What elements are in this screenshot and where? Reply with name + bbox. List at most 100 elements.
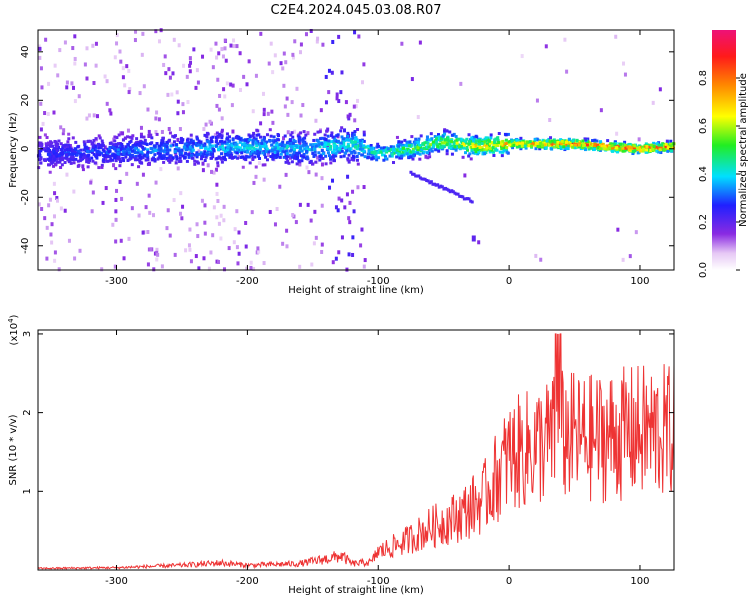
spectrogram-cell <box>446 138 450 142</box>
spectrogram-cell <box>458 147 462 151</box>
spectrogram-cell <box>128 145 132 149</box>
spectrogram-cell <box>367 149 371 153</box>
spectrogram-cell <box>48 157 52 161</box>
spectrogram-cell <box>321 156 325 160</box>
spectrogram-cell <box>583 137 587 141</box>
spectrogram-cell <box>49 232 53 237</box>
spectrogram-cell <box>125 171 129 176</box>
spectrogram-cell <box>445 152 449 156</box>
spectrogram-cell <box>213 133 217 138</box>
spectrogram-cell <box>285 152 289 156</box>
spectrogram-cell <box>45 225 49 230</box>
spectrogram-cell <box>433 182 437 186</box>
snr-x-tick-label: 0 <box>506 576 512 587</box>
spectrogram-cell <box>403 138 407 142</box>
spectrogram-cell <box>571 139 575 143</box>
spectrogram-cell <box>283 134 287 138</box>
spectrogram-cell <box>71 136 75 140</box>
spectrogram-cell <box>77 163 81 167</box>
spectrogram-cell <box>40 85 44 90</box>
spectrogram-cell <box>192 47 196 52</box>
spectrogram-cell <box>226 148 230 152</box>
spectrogram-cell <box>295 162 299 166</box>
spectrogram-cell <box>517 144 521 148</box>
spectrogram-cell <box>276 150 280 154</box>
spectrogram-cell <box>302 141 306 145</box>
spectrogram-cell <box>615 150 619 154</box>
spectrogram-cell <box>242 146 246 150</box>
spectrogram-cell <box>471 151 475 155</box>
spectrogram-cell <box>256 129 260 133</box>
spectrogram-cell <box>114 158 118 162</box>
spectrogram-cell <box>171 143 175 147</box>
spectrogram-cell <box>433 135 437 139</box>
spectrogram-cell <box>276 147 280 151</box>
spectrogram-cell <box>312 143 316 147</box>
spectrogram-cell <box>335 96 339 101</box>
spectrogram-x-tick-label: -200 <box>236 276 259 287</box>
spectrogram-cell <box>318 158 322 162</box>
spectrogram-cell <box>323 133 327 137</box>
spectrogram-cell <box>291 213 295 218</box>
spectrogram-cell <box>445 149 449 153</box>
spectrogram-cell <box>125 150 129 154</box>
spectrogram-cell <box>480 148 484 152</box>
snr-panel: -300 -200 -100 0 100 123 Height of straight … <box>7 314 675 596</box>
spectrogram-cell <box>37 141 41 145</box>
spectrogram-cell <box>468 152 472 156</box>
spectrogram-cell <box>147 129 151 134</box>
spectrogram-cell <box>316 155 320 160</box>
spectrogram-cell <box>97 134 101 138</box>
spectrogram-cell <box>362 62 366 67</box>
spectrogram-cell <box>78 248 82 253</box>
spectrogram-cell <box>411 147 415 151</box>
spectrogram-cell <box>347 216 351 221</box>
spectrogram-cell <box>555 143 559 147</box>
spectrogram-cell <box>254 174 258 179</box>
spectrogram-cell <box>196 234 200 239</box>
spectrogram-cell <box>382 146 386 150</box>
spectrogram-cell <box>340 149 344 153</box>
spectrogram-cell <box>573 146 577 150</box>
spectrogram-cell <box>229 82 233 87</box>
spectrogram-cell <box>110 158 114 162</box>
spectrogram-cell <box>54 154 58 158</box>
spectrogram-cell <box>128 87 132 92</box>
spectrogram-cell <box>168 75 172 80</box>
spectrogram-cell <box>545 141 549 145</box>
spectrogram-cell <box>505 150 509 154</box>
spectrogram-cell <box>133 151 137 155</box>
spectrogram-cell <box>459 139 463 143</box>
spectrogram-cell <box>63 145 67 149</box>
spectrogram-cell <box>254 141 258 145</box>
snr-x-tick-label: -300 <box>105 576 128 587</box>
spectrogram-cell <box>218 145 222 149</box>
spectrogram-cell <box>284 160 288 164</box>
spectrogram-cell <box>122 159 126 163</box>
spectrogram-cell <box>113 147 117 151</box>
spectrogram-cell <box>342 140 346 144</box>
spectrogram-cell <box>46 112 50 117</box>
spectrogram-cell <box>189 148 193 152</box>
spectrogram-cell <box>148 210 152 215</box>
spectrogram-cell <box>217 107 221 112</box>
spectrogram-cell <box>266 111 270 116</box>
spectrogram-cell <box>324 142 328 146</box>
spectrogram-cell <box>128 135 132 139</box>
snr-multiplier-label: (x104) <box>7 314 20 345</box>
spectrogram-cell <box>504 138 508 142</box>
spectrogram-cell <box>478 149 482 153</box>
spectrogram-cell <box>473 151 477 155</box>
spectrogram-cell <box>50 222 54 227</box>
spectrogram-cell <box>299 147 303 151</box>
spectrogram-cell <box>496 144 500 148</box>
spectrogram-cell <box>187 243 191 248</box>
spectrogram-cell <box>408 152 412 156</box>
spectrogram-cell <box>134 158 138 162</box>
spectrogram-cell <box>220 136 224 140</box>
spectrogram-cell <box>425 146 429 150</box>
spectrogram-cell <box>314 118 318 123</box>
spectrogram-cell <box>234 146 238 150</box>
spectrogram-cell <box>210 140 214 144</box>
